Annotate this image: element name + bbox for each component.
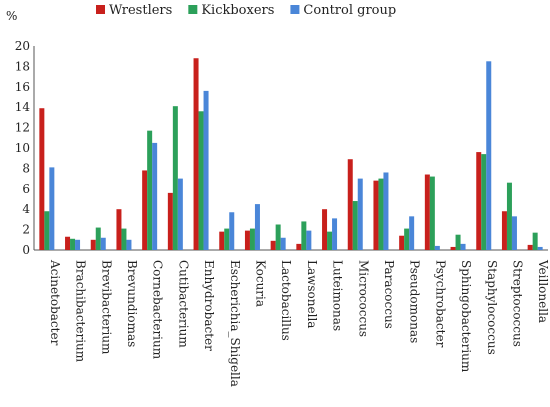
bar — [424, 174, 430, 250]
bar — [244, 230, 250, 250]
bar — [172, 106, 178, 251]
bar — [121, 228, 127, 250]
x-tick-label: Brevundiomas — [125, 260, 139, 347]
x-tick-label: Lactobacillus — [279, 260, 293, 341]
y-tick-label: 12 — [15, 121, 30, 135]
bar — [152, 142, 158, 250]
x-tick-label: Paracoccus — [382, 260, 396, 329]
y-tick-label: 20 — [15, 39, 30, 53]
x-tick-label: Pseudomonas — [408, 260, 422, 343]
bar — [254, 204, 260, 250]
x-tick-label: Brachibacterium — [74, 260, 88, 363]
bar — [39, 108, 45, 250]
legend-label: Wrestlers — [109, 3, 172, 18]
bar — [203, 90, 209, 250]
bar — [49, 167, 55, 250]
x-tick-label: Enhydrobacter — [202, 260, 216, 351]
bar — [126, 239, 132, 250]
y-tick-label: 0 — [22, 243, 30, 257]
bar — [95, 227, 101, 250]
legend-swatch — [188, 5, 198, 14]
bar — [270, 240, 276, 250]
x-tick-label: Veillonella — [536, 259, 550, 323]
y-tick-label: 16 — [15, 80, 30, 94]
bar — [352, 201, 358, 250]
x-tick-label: Staphylococcus — [485, 260, 499, 355]
y-tick-label: 14 — [15, 100, 31, 114]
bar — [357, 178, 363, 250]
bar — [280, 237, 286, 250]
bar — [481, 154, 487, 250]
bar — [65, 236, 71, 250]
bar — [249, 228, 255, 250]
x-tick-label: Brevibacterium — [99, 260, 113, 355]
x-tick-label: Acinetobacter — [48, 259, 62, 346]
bar — [532, 232, 538, 250]
bar — [455, 234, 461, 250]
legend-swatch — [96, 5, 105, 14]
bar — [347, 159, 353, 250]
bar — [275, 224, 281, 250]
bar — [399, 235, 405, 250]
bar — [383, 172, 389, 250]
bar — [44, 211, 50, 250]
bar — [224, 228, 230, 250]
bar — [147, 130, 153, 250]
legend-label: Control group — [303, 3, 396, 18]
bar — [486, 61, 492, 250]
bar — [429, 176, 435, 250]
bar — [404, 228, 410, 250]
bar — [322, 209, 328, 250]
bar — [434, 245, 440, 250]
x-tick-label: Sphingobacterium — [459, 260, 473, 373]
bar — [177, 178, 183, 250]
bar — [167, 192, 173, 250]
bar — [327, 231, 333, 250]
legend-label: Kickboxers — [201, 3, 274, 18]
bar — [75, 239, 81, 250]
bar — [373, 180, 379, 250]
x-tick-label: Streptococcus — [510, 260, 524, 347]
bar — [296, 243, 302, 250]
bar — [219, 231, 225, 250]
bar — [501, 211, 507, 250]
bar — [460, 243, 466, 250]
bar — [100, 237, 106, 250]
bar — [90, 239, 96, 250]
bar — [450, 246, 456, 250]
y-tick-label: 6 — [22, 182, 30, 196]
x-tick-label: Micrococcus — [356, 260, 370, 337]
x-tick-label: Lawsonella — [305, 260, 319, 328]
y-tick-label: 2 — [22, 223, 30, 237]
bar — [70, 238, 76, 250]
y-tick-label: 4 — [22, 202, 30, 216]
y-axis-label: % — [6, 9, 17, 23]
y-tick-label: 18 — [15, 59, 30, 73]
x-tick-label: Luteimonas — [331, 260, 345, 331]
bar — [332, 218, 338, 250]
bar — [527, 244, 533, 250]
x-tick-label: Cornebacterium — [151, 260, 165, 360]
bar — [476, 152, 482, 250]
x-tick-label: Kocuria — [253, 260, 267, 307]
legend-swatch — [290, 5, 300, 14]
bar — [306, 230, 312, 250]
x-tick-label: Escherichia_Shigella — [228, 260, 242, 387]
bar — [142, 170, 148, 250]
bar — [511, 216, 517, 250]
x-tick-label: Cutibacterium — [176, 260, 190, 348]
bar — [198, 111, 204, 250]
bar — [506, 182, 512, 250]
x-tick-label: Psychrobacter — [433, 260, 447, 348]
bar — [409, 216, 415, 250]
bar — [378, 178, 384, 250]
bar — [193, 58, 199, 250]
bar — [537, 246, 543, 250]
bar — [301, 221, 307, 250]
bar — [229, 212, 235, 250]
bar — [116, 209, 122, 250]
y-tick-label: 8 — [22, 161, 30, 175]
y-tick-label: 10 — [15, 141, 30, 155]
